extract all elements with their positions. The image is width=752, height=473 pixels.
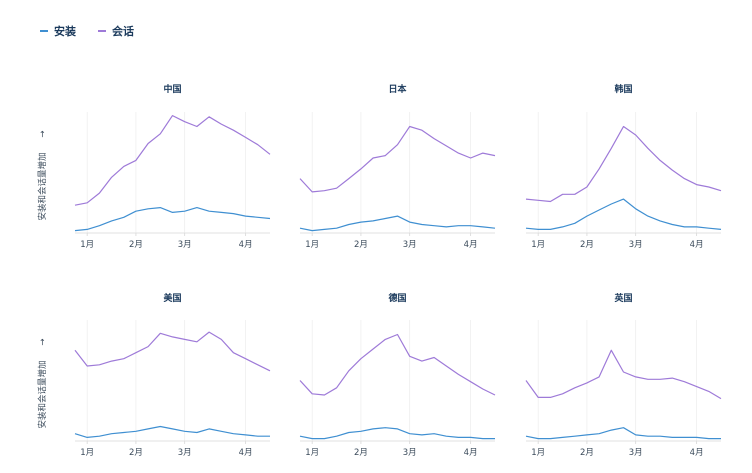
tick-label: 2月 — [129, 240, 143, 250]
series-line-installs — [74, 207, 271, 232]
series-line-installs — [525, 198, 722, 230]
legend-label-1: 会话 — [112, 25, 134, 38]
y-axis-label-1: 安装和会话量增加 — [37, 360, 48, 428]
tick-label: 1月 — [531, 240, 545, 250]
tick-label: 4月 — [690, 240, 704, 250]
tick-label: 1月 — [80, 448, 94, 458]
tick-label: 1月 — [305, 240, 319, 250]
legend: 安装 会话 — [40, 23, 134, 39]
tick-label: 4月 — [464, 240, 478, 250]
tick-label: 2月 — [580, 448, 594, 458]
series-line-sessions — [525, 125, 722, 203]
tick-label: 2月 — [580, 240, 594, 250]
tick-label: 4月 — [239, 240, 253, 250]
tick-label: 2月 — [354, 448, 368, 458]
panel-5: 英国 1月 2月 3月 4月 — [525, 292, 722, 458]
panel-3: 美国 1月 2月 3月 4月 — [74, 292, 271, 458]
tick-label: 1月 — [305, 448, 319, 458]
y-axis-arrow-0: → — [38, 130, 48, 137]
series-line-sessions — [525, 349, 722, 400]
series-line-sessions — [74, 331, 271, 372]
panel-0: 中国 1月 2月 3月 4月 — [74, 83, 271, 250]
legend-swatch-0 — [40, 30, 48, 32]
tick-label: 4月 — [239, 448, 253, 458]
series-line-sessions — [74, 114, 271, 206]
series-line-installs — [525, 427, 721, 440]
legend-label-0: 安装 — [54, 25, 76, 38]
panel-4: 德国 1月 2月 3月 4月 — [299, 292, 496, 458]
tick-label: 3月 — [629, 448, 643, 458]
panel-1: 日本 1月 2月 3月 4月 — [299, 83, 496, 250]
series-line-installs — [299, 427, 495, 440]
legend-swatch-1 — [98, 30, 106, 32]
panel-title-1: 日本 — [388, 83, 407, 95]
tick-label: 3月 — [629, 240, 643, 250]
tick-label: 2月 — [354, 240, 368, 250]
panel-title-4: 德国 — [388, 292, 406, 304]
tick-label: 1月 — [531, 448, 545, 458]
tick-label: 3月 — [178, 240, 192, 250]
panel-2: 韩国 1月 2月 3月 4月 — [525, 83, 722, 250]
tick-label: 1月 — [80, 240, 94, 250]
series-line-sessions — [299, 125, 496, 193]
panel-title-2: 韩国 — [614, 83, 632, 95]
panel-title-0: 中国 — [163, 83, 181, 95]
panel-title-5: 英国 — [613, 292, 632, 304]
legend-item-1[interactable]: 会话 — [98, 23, 134, 39]
y-axis-label-0: 安装和会话量增加 — [37, 152, 48, 220]
legend-item-0[interactable]: 安装 — [40, 23, 76, 39]
tick-label: 4月 — [464, 448, 478, 458]
series-line-sessions — [299, 333, 496, 396]
tick-label: 3月 — [403, 240, 417, 250]
tick-label: 3月 — [403, 448, 417, 458]
tick-label: 2月 — [129, 448, 143, 458]
series-line-installs — [299, 215, 496, 232]
panel-title-3: 美国 — [163, 292, 181, 304]
tick-label: 3月 — [178, 448, 192, 458]
series-line-installs — [74, 425, 270, 438]
y-axis-arrow-1: → — [38, 338, 48, 345]
tick-label: 4月 — [690, 448, 704, 458]
